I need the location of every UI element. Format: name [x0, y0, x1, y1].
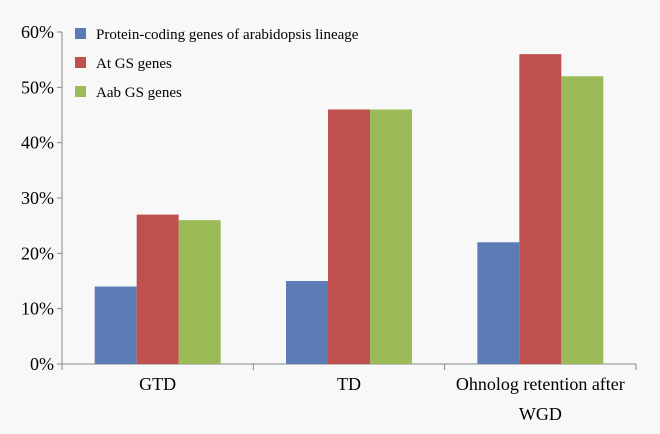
y-tick-label: 10%: [21, 299, 54, 319]
y-tick-label: 50%: [21, 77, 54, 97]
bar-td-series-3: [370, 109, 412, 364]
bar-gtd-series-2: [137, 215, 179, 364]
legend-label: Aab GS genes: [96, 85, 182, 101]
legend: Protein-coding genes of arabidopsis line…: [75, 27, 359, 101]
x-category-label: WGD: [519, 404, 562, 424]
bar-gtd-series-1: [95, 287, 137, 364]
x-category-label: TD: [337, 374, 361, 394]
y-tick-label: 40%: [21, 133, 54, 153]
legend-label: Protein-coding genes of arabidopsis line…: [96, 27, 359, 43]
bar-ohnolog-retention-after-wgd-series-2: [519, 54, 561, 364]
y-axis-ticks: 0% 10% 20% 30% 40% 50% 60%: [21, 22, 62, 374]
x-axis-ticks: [62, 364, 636, 370]
legend-swatch: [75, 86, 86, 97]
bar-gtd-series-3: [179, 220, 221, 364]
bar-chart: 0% 10% 20% 30% 40% 50% 60% GTD TD Ohnolog retent…: [0, 0, 660, 434]
legend-label: At GS genes: [96, 56, 172, 72]
x-category-label: Ohnolog retention after: [456, 374, 625, 394]
legend-swatch: [75, 28, 86, 39]
bar-td-series-2: [328, 109, 370, 364]
y-tick-label: 20%: [21, 243, 54, 263]
bar-ohnolog-retention-after-wgd-series-3: [561, 76, 603, 364]
bar-td-series-1: [286, 281, 328, 364]
bar-ohnolog-retention-after-wgd-series-1: [477, 242, 519, 364]
y-tick-label: 60%: [21, 22, 54, 42]
category-labels: GTD TD Ohnolog retention after WGD: [139, 374, 625, 424]
y-tick-label: 30%: [21, 188, 54, 208]
x-category-label: GTD: [139, 374, 176, 394]
y-tick-label: 0%: [30, 354, 54, 374]
legend-swatch: [75, 57, 86, 68]
